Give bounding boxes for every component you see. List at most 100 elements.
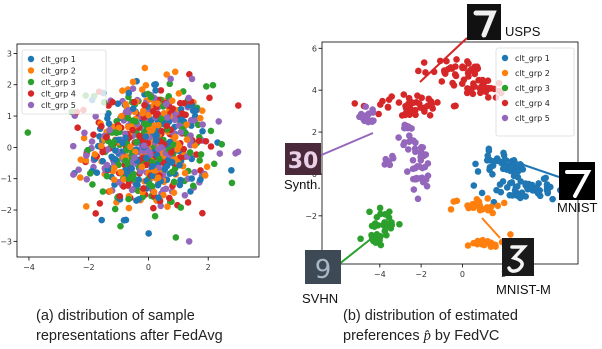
data-point: [104, 162, 111, 169]
data-point: [549, 196, 556, 203]
data-point: [374, 214, 381, 221]
data-point: [372, 238, 379, 245]
data-point: [176, 90, 183, 97]
data-point: [470, 91, 477, 98]
legend-marker: [502, 115, 508, 121]
data-point: [465, 60, 472, 67]
data-point: [507, 231, 514, 238]
data-point: [187, 149, 194, 156]
mnistm-connector: [482, 218, 500, 238]
data-point: [141, 120, 148, 127]
data-point: [178, 204, 185, 211]
data-point: [382, 156, 389, 163]
data-point: [135, 176, 142, 183]
data-point: [210, 82, 217, 89]
data-point: [191, 169, 198, 176]
data-point: [121, 217, 128, 224]
data-point: [528, 185, 535, 192]
data-point: [117, 193, 124, 200]
data-point: [208, 143, 215, 150]
data-point: [208, 128, 215, 135]
data-point: [151, 189, 158, 196]
data-point: [452, 63, 459, 70]
data-point: [89, 181, 96, 188]
legend-label: clt_grp 5: [515, 114, 550, 123]
data-point: [106, 120, 113, 127]
data-point: [406, 132, 413, 139]
data-point: [488, 85, 495, 92]
data-point: [141, 142, 148, 149]
svhn-label: SVHN: [302, 291, 338, 306]
data-point: [215, 118, 222, 125]
data-point: [388, 93, 395, 100]
data-point: [135, 196, 142, 203]
data-point: [452, 103, 459, 110]
x-tick-label: −4: [374, 270, 386, 279]
data-point: [203, 83, 210, 90]
data-point: [169, 159, 176, 166]
y-tick-label: −2: [0, 206, 12, 215]
data-point: [158, 144, 165, 151]
data-point: [544, 190, 551, 197]
data-point: [178, 116, 185, 123]
data-point: [112, 206, 119, 213]
legend-marker: [28, 67, 34, 73]
data-point: [182, 192, 189, 199]
data-point: [150, 108, 157, 115]
data-point: [479, 206, 486, 213]
data-point: [199, 128, 206, 135]
y-tick-label: −1: [0, 175, 12, 184]
y-tick-label: 3: [7, 49, 12, 58]
data-point: [400, 91, 407, 98]
data-point: [373, 232, 380, 239]
data-point: [166, 195, 173, 202]
data-point: [131, 154, 138, 161]
x-tick-label: 0: [146, 263, 151, 272]
y-tick-label: 0: [7, 143, 12, 152]
data-point: [411, 186, 418, 193]
data-point: [172, 117, 179, 124]
data-point: [151, 81, 158, 88]
data-point: [377, 205, 384, 212]
data-point: [425, 96, 432, 103]
data-point: [501, 200, 508, 207]
data-point: [140, 185, 147, 192]
data-point: [128, 165, 135, 172]
data-point: [381, 219, 388, 226]
data-point: [475, 65, 482, 72]
mnist-label: MNIST: [557, 200, 598, 215]
data-point: [365, 110, 372, 117]
data-point: [152, 87, 159, 94]
data-point: [450, 198, 457, 205]
data-point: [537, 192, 544, 199]
svhn-digit-thumbnail: 9: [305, 250, 341, 285]
data-point: [410, 100, 417, 107]
y-tick-label: −3: [0, 237, 12, 246]
panel-b-legend: clt_grp 1clt_grp 2clt_grp 3clt_grp 4clt_…: [496, 48, 574, 136]
data-point: [403, 110, 410, 117]
data-point: [425, 160, 432, 167]
data-point: [181, 100, 188, 107]
data-point: [388, 219, 395, 226]
data-point: [70, 171, 77, 178]
data-point: [83, 203, 90, 210]
y-tick-label: 6: [312, 44, 317, 53]
data-point: [111, 165, 118, 172]
data-point: [155, 174, 162, 181]
data-point: [235, 102, 242, 109]
data-point: [421, 59, 428, 66]
mnistm-digit-thumbnail: [502, 238, 534, 276]
data-point: [128, 174, 135, 181]
data-point: [168, 149, 175, 156]
data-point: [129, 127, 136, 134]
data-point: [75, 166, 82, 173]
data-point: [98, 123, 105, 130]
data-point: [206, 95, 213, 102]
data-point: [487, 164, 494, 171]
data-point: [185, 95, 192, 102]
data-point: [405, 125, 412, 132]
data-point: [148, 127, 155, 134]
data-point: [133, 139, 140, 146]
data-point: [199, 107, 206, 114]
data-point: [127, 144, 134, 151]
